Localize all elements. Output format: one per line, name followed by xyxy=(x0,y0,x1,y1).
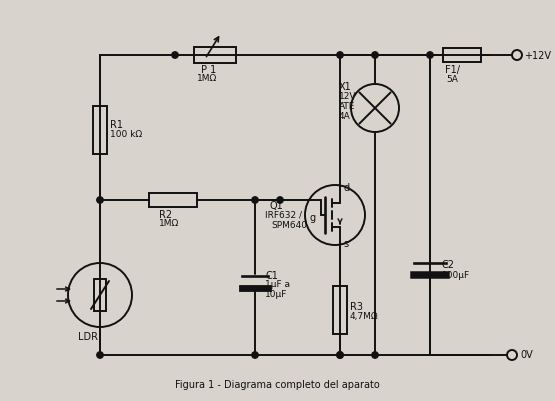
Circle shape xyxy=(337,352,343,358)
Text: 5A: 5A xyxy=(446,75,458,84)
Bar xyxy=(149,193,197,207)
Circle shape xyxy=(337,352,343,358)
Text: g: g xyxy=(309,213,315,223)
Circle shape xyxy=(97,352,103,358)
Text: 1μF a: 1μF a xyxy=(265,280,290,289)
Circle shape xyxy=(277,197,283,203)
Text: 100 kΩ: 100 kΩ xyxy=(110,130,142,139)
Bar xyxy=(333,286,347,334)
Text: R3: R3 xyxy=(350,302,363,312)
Text: LDR: LDR xyxy=(78,332,98,342)
Circle shape xyxy=(252,197,258,203)
Text: SPM640: SPM640 xyxy=(271,221,307,230)
Text: P 1: P 1 xyxy=(201,65,216,75)
Bar xyxy=(93,106,107,154)
Text: d: d xyxy=(343,183,349,193)
Bar xyxy=(194,47,236,63)
Text: R1: R1 xyxy=(110,120,123,130)
Text: +12V: +12V xyxy=(524,51,551,61)
Text: 10μF: 10μF xyxy=(265,290,287,299)
Text: IRF632 /: IRF632 / xyxy=(265,211,302,220)
Text: 4,7MΩ: 4,7MΩ xyxy=(350,312,379,321)
Circle shape xyxy=(372,52,378,58)
Circle shape xyxy=(427,52,433,58)
Text: 12V: 12V xyxy=(339,92,356,101)
Circle shape xyxy=(372,352,378,358)
Text: 1MΩ: 1MΩ xyxy=(159,219,179,228)
Text: 0V: 0V xyxy=(520,350,533,360)
Text: C1: C1 xyxy=(265,271,278,281)
Circle shape xyxy=(252,352,258,358)
Text: X1: X1 xyxy=(339,82,352,92)
Text: 1MΩ: 1MΩ xyxy=(197,74,217,83)
Circle shape xyxy=(97,197,103,203)
Circle shape xyxy=(507,350,517,360)
Circle shape xyxy=(172,52,178,58)
Text: 4A: 4A xyxy=(339,112,351,121)
Text: R2: R2 xyxy=(159,210,172,220)
Text: ATÉ: ATÉ xyxy=(339,102,355,111)
Text: Figura 1 - Diagrama completo del aparato: Figura 1 - Diagrama completo del aparato xyxy=(175,380,380,390)
Bar xyxy=(94,279,106,311)
Circle shape xyxy=(337,52,343,58)
Circle shape xyxy=(512,50,522,60)
Text: F1/: F1/ xyxy=(445,65,460,75)
Text: s: s xyxy=(343,239,348,249)
Text: C2: C2 xyxy=(442,260,455,270)
Bar xyxy=(443,48,481,62)
Text: 100μF: 100μF xyxy=(442,271,470,280)
Text: Q1: Q1 xyxy=(270,201,284,211)
